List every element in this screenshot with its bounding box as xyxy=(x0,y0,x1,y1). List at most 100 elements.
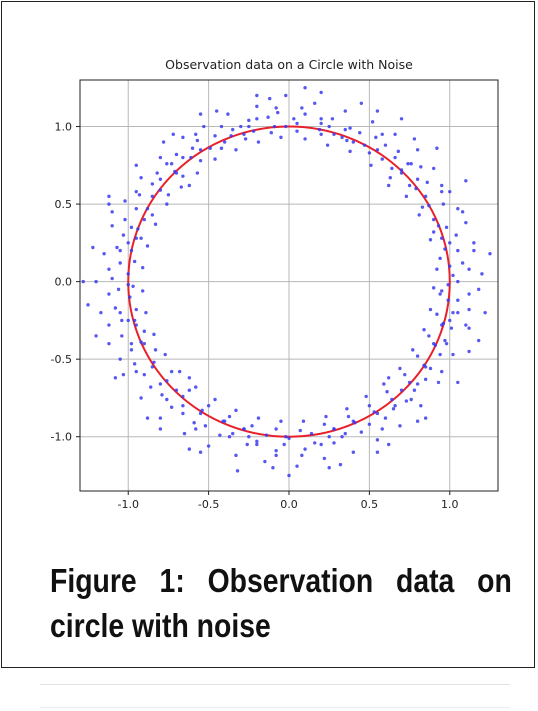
data-point-321 xyxy=(222,419,227,423)
data-point-20 xyxy=(129,248,134,253)
data-point-338 xyxy=(440,236,444,240)
x-tick-label-3: 0.5 xyxy=(361,498,379,511)
x-tick-label-2: 0.0 xyxy=(280,498,298,511)
data-point-227 xyxy=(298,428,302,433)
data-point-114 xyxy=(398,366,402,371)
y-tick-label-1: -0.5 xyxy=(51,353,72,366)
data-point-199 xyxy=(438,256,442,261)
data-point-237 xyxy=(464,179,468,183)
data-point-97 xyxy=(145,244,150,248)
data-point-300 xyxy=(423,365,428,369)
data-point-136 xyxy=(139,176,143,180)
data-point-107 xyxy=(256,416,261,420)
data-point-215 xyxy=(139,236,143,240)
data-point-286 xyxy=(231,127,235,132)
data-point-153 xyxy=(375,438,380,442)
data-point-182 xyxy=(142,372,147,377)
data-point-315 xyxy=(187,183,192,188)
data-point-118 xyxy=(431,286,436,290)
data-point-62 xyxy=(113,306,118,310)
data-point-75 xyxy=(404,399,409,403)
data-point-70 xyxy=(274,448,278,453)
data-point-293 xyxy=(284,435,288,439)
data-point-351 xyxy=(158,177,163,181)
data-point-311 xyxy=(126,241,130,245)
data-point-356 xyxy=(467,292,471,296)
data-point-102 xyxy=(163,352,167,357)
data-point-82 xyxy=(417,213,421,217)
data-point-32 xyxy=(287,436,291,440)
data-point-167 xyxy=(348,126,352,130)
x-tick-label-1: -0.5 xyxy=(198,498,219,511)
data-point-225 xyxy=(250,424,254,428)
data-point-131 xyxy=(255,104,259,109)
data-point-159 xyxy=(467,349,471,354)
data-point-361 xyxy=(274,453,278,458)
data-point-324 xyxy=(431,341,436,346)
data-point-100 xyxy=(144,310,148,315)
data-point-81 xyxy=(428,238,433,242)
data-point-268 xyxy=(271,466,275,470)
data-point-98 xyxy=(141,265,145,270)
data-point-110 xyxy=(324,414,328,419)
data-point-139 xyxy=(102,252,106,256)
figure-frame xyxy=(1,1,535,668)
data-point-134 xyxy=(181,135,185,140)
data-point-223 xyxy=(206,403,211,408)
data-point-115 xyxy=(411,348,415,352)
data-point-287 xyxy=(343,431,347,436)
data-point-8 xyxy=(340,135,344,140)
data-point-26 xyxy=(165,379,169,383)
data-point-185 xyxy=(203,424,208,428)
data-point-49 xyxy=(358,131,362,135)
data-point-78 xyxy=(449,326,454,330)
data-point-339 xyxy=(134,236,138,240)
data-point-52 xyxy=(276,110,280,115)
data-point-83 xyxy=(404,194,409,199)
data-point-36 xyxy=(372,410,376,414)
data-point-28 xyxy=(200,408,204,413)
data-point-55 xyxy=(195,138,200,143)
data-point-336 xyxy=(409,397,413,402)
data-point-224 xyxy=(227,414,232,419)
data-point-264 xyxy=(118,357,122,361)
data-point-203 xyxy=(390,166,394,171)
data-point-0 xyxy=(451,273,455,278)
data-point-289 xyxy=(448,264,452,268)
scatter-chart: Observation data on a Circle with Noise … xyxy=(51,57,499,511)
data-point-310 xyxy=(448,241,452,245)
data-point-33 xyxy=(309,431,314,436)
data-point-140 xyxy=(94,279,98,284)
data-point-363 xyxy=(194,132,198,136)
data-point-132 xyxy=(226,112,230,116)
data-point-125 xyxy=(415,148,420,152)
x-tick-label-0: -1.0 xyxy=(117,498,138,511)
data-point-50 xyxy=(330,117,335,121)
data-point-308 xyxy=(327,435,331,439)
data-point-208 xyxy=(269,131,274,135)
data-point-109 xyxy=(301,419,306,423)
data-point-162 xyxy=(456,207,460,211)
data-point-346 xyxy=(393,155,397,160)
data-point-211 xyxy=(198,158,203,163)
data-point-229 xyxy=(346,414,351,419)
data-point-335 xyxy=(165,162,169,166)
data-point-21 xyxy=(126,272,130,276)
data-point-298 xyxy=(423,194,428,199)
data-point-244 xyxy=(171,132,175,136)
data-point-257 xyxy=(423,416,428,420)
data-point-187 xyxy=(255,439,259,444)
data-point-347 xyxy=(181,155,185,160)
data-point-95 xyxy=(165,202,169,206)
data-point-116 xyxy=(422,328,426,332)
data-point-85 xyxy=(369,163,373,168)
data-point-24 xyxy=(139,340,143,344)
data-point-13 xyxy=(229,134,233,138)
data-point-165 xyxy=(396,149,401,154)
data-point-198 xyxy=(440,289,444,293)
data-point-216 xyxy=(132,259,137,264)
data-point-101 xyxy=(152,332,156,337)
data-point-90 xyxy=(256,140,261,144)
data-point-333 xyxy=(255,442,259,447)
data-point-119 xyxy=(472,248,476,253)
